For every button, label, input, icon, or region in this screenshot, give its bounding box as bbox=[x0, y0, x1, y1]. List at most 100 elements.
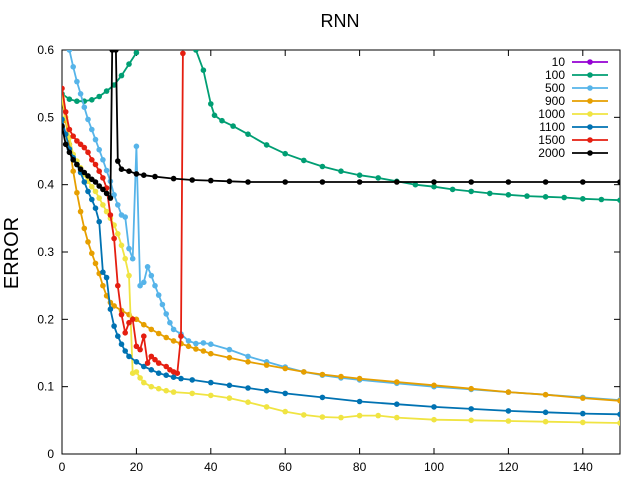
data-point bbox=[74, 98, 80, 104]
data-point bbox=[118, 242, 125, 249]
legend-swatch-point bbox=[587, 124, 593, 130]
data-point bbox=[85, 116, 91, 123]
data-point bbox=[133, 50, 140, 56]
data-point bbox=[263, 404, 270, 410]
data-point bbox=[245, 359, 251, 365]
data-point bbox=[167, 319, 173, 326]
data-point bbox=[141, 321, 147, 328]
data-point bbox=[122, 330, 128, 336]
data-point bbox=[96, 218, 102, 225]
legend-label: 500 bbox=[545, 81, 565, 95]
data-point bbox=[85, 149, 91, 156]
data-point bbox=[245, 353, 251, 360]
data-point bbox=[122, 214, 128, 220]
data-point bbox=[137, 282, 143, 289]
data-point bbox=[431, 416, 437, 423]
data-point bbox=[144, 264, 151, 270]
data-point bbox=[126, 168, 132, 174]
data-point bbox=[208, 177, 214, 184]
data-point bbox=[107, 306, 114, 313]
data-point bbox=[468, 385, 475, 392]
data-point bbox=[319, 371, 326, 378]
data-point bbox=[580, 410, 586, 417]
data-point bbox=[62, 141, 69, 148]
x-tick-label: 20 bbox=[130, 460, 144, 474]
data-point bbox=[115, 333, 121, 340]
data-point bbox=[148, 353, 155, 360]
x-tick-label: 80 bbox=[353, 460, 367, 474]
data-point bbox=[487, 190, 493, 197]
data-point bbox=[92, 161, 99, 168]
data-point bbox=[100, 175, 106, 181]
data-point bbox=[96, 146, 102, 153]
data-point bbox=[580, 196, 586, 202]
data-point bbox=[85, 173, 91, 179]
data-point bbox=[263, 387, 270, 394]
data-point bbox=[580, 179, 586, 185]
data-point bbox=[89, 157, 95, 163]
data-point bbox=[245, 399, 251, 406]
axis-ticks: 0 20 40 60 80 100 120 140 0 0.1 0.2 0.3 0.4 0.5 0.6 bbox=[37, 43, 620, 474]
data-point bbox=[155, 360, 162, 366]
y-tick-label: 0 bbox=[47, 447, 54, 461]
data-point bbox=[189, 377, 195, 383]
data-point bbox=[394, 401, 400, 408]
data-point bbox=[74, 161, 80, 168]
data-point bbox=[66, 50, 73, 53]
data-point bbox=[81, 104, 88, 110]
data-point bbox=[77, 208, 84, 215]
data-point bbox=[505, 192, 512, 198]
data-point bbox=[200, 67, 207, 73]
data-point bbox=[185, 338, 192, 344]
data-point bbox=[431, 183, 437, 190]
data-point bbox=[468, 188, 475, 195]
data-point bbox=[542, 194, 549, 200]
legend-swatch-point bbox=[587, 111, 593, 117]
data-point bbox=[617, 197, 620, 203]
data-point bbox=[394, 179, 400, 185]
y-tick-label: 0.5 bbox=[37, 110, 54, 124]
data-point bbox=[155, 385, 162, 392]
data-point bbox=[159, 301, 166, 308]
data-point bbox=[126, 61, 132, 67]
data-point bbox=[118, 72, 125, 79]
data-point bbox=[163, 387, 169, 394]
data-point bbox=[126, 353, 132, 360]
data-point bbox=[542, 409, 549, 416]
data-point bbox=[580, 419, 586, 426]
data-point bbox=[226, 178, 233, 185]
data-point bbox=[133, 343, 140, 350]
data-point bbox=[617, 398, 620, 404]
x-tick-label: 100 bbox=[424, 460, 444, 474]
legend-swatch-point bbox=[587, 59, 593, 65]
data-point bbox=[617, 411, 620, 418]
legend-label: 10 bbox=[552, 55, 566, 69]
data-point bbox=[89, 250, 95, 257]
data-point bbox=[356, 398, 363, 405]
data-point bbox=[89, 97, 95, 103]
series-2000 bbox=[62, 50, 620, 201]
legend-label: 1100 bbox=[539, 120, 565, 134]
data-point bbox=[77, 141, 84, 148]
data-point bbox=[70, 168, 76, 174]
data-point bbox=[617, 420, 620, 426]
data-point bbox=[170, 374, 177, 381]
data-point bbox=[375, 412, 382, 419]
data-point bbox=[319, 163, 326, 170]
data-point bbox=[412, 181, 419, 188]
data-point bbox=[617, 179, 620, 185]
data-point bbox=[92, 260, 99, 267]
data-point bbox=[431, 382, 437, 389]
data-point bbox=[338, 414, 344, 421]
data-point bbox=[122, 255, 128, 262]
data-point bbox=[580, 395, 586, 401]
data-point bbox=[100, 269, 106, 276]
data-point bbox=[74, 138, 80, 144]
data-point bbox=[245, 179, 251, 185]
data-point bbox=[356, 412, 363, 419]
data-point bbox=[148, 272, 155, 279]
data-point bbox=[338, 373, 344, 380]
data-point bbox=[180, 50, 186, 57]
data-point bbox=[449, 186, 456, 193]
